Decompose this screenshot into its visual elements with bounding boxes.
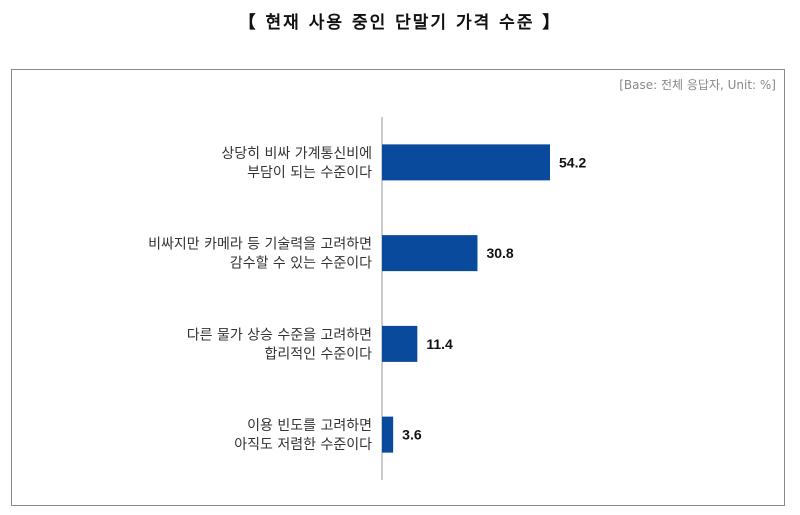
category-label: 상당히 비싸 가계통신비에	[221, 146, 372, 162]
data-label: 11.4	[426, 336, 453, 352]
category-label: 부담이 되는 수준이다	[247, 165, 372, 181]
category-label: 합리적인 수준이다	[265, 346, 373, 362]
category-label: 아직도 저렴한 수준이다	[234, 437, 372, 453]
bar	[382, 235, 478, 272]
base-note: [Base: 전체 응답자, Unit: %]	[619, 78, 776, 92]
bar	[382, 144, 550, 181]
data-label: 30.8	[486, 245, 513, 261]
data-label: 3.6	[402, 427, 422, 443]
category-label: 이용 빈도를 고려하면	[247, 418, 372, 434]
data-label: 54.2	[559, 154, 586, 170]
bar	[382, 416, 394, 453]
category-label: 다른 물가 상승 수준을 고려하면	[187, 327, 372, 343]
category-label: 비싸지만 카메라 등 기술력을 고려하면	[148, 237, 372, 253]
chart-frame	[11, 69, 785, 506]
category-label: 감수할 수 있는 수준이다	[230, 256, 372, 272]
chart-title: 【 현재 사용 중인 단말기 가격 수준 】	[238, 13, 562, 33]
bar	[382, 325, 418, 362]
